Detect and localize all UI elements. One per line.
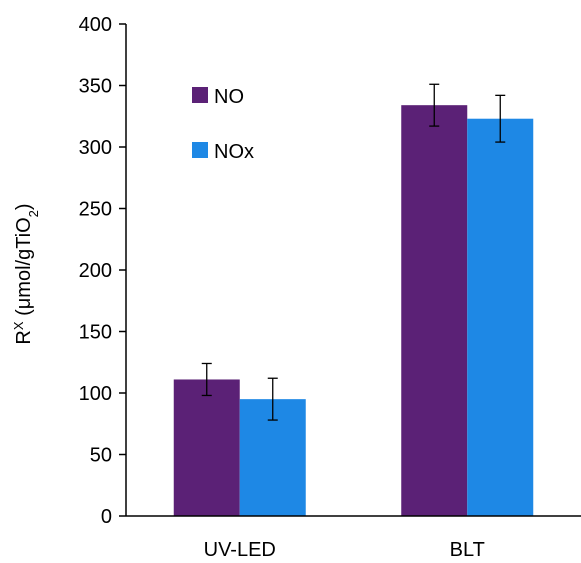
y-tick-label: 300: [79, 137, 112, 159]
legend-swatch-no: [192, 87, 208, 103]
y-tick-label: 150: [79, 322, 112, 344]
x-tick-label: UV-LED: [204, 539, 276, 561]
bars: [173, 105, 534, 517]
x-tick-label: BLT: [450, 539, 485, 561]
y-tick-label: 50: [90, 445, 112, 467]
y-axis-title-middle: (μmol/gTiO: [13, 217, 35, 321]
y-axis-title: RX (μmol/gTiO2): [11, 203, 41, 344]
bar-no-uv-led: [173, 379, 240, 516]
legend-label-no: NO: [214, 86, 244, 108]
y-tick-label: 350: [79, 76, 112, 98]
bar-no-blt: [401, 105, 468, 517]
y-tick-label: 400: [79, 14, 112, 36]
x-axis: UV-LED BLT: [126, 515, 581, 561]
y-tick-label: 250: [79, 199, 112, 221]
y-axis-title-sup: X: [11, 321, 26, 330]
y-axis-title-base: R: [13, 330, 35, 344]
legend-swatch-nox: [192, 142, 208, 158]
y-axis: 0 50 100 150 200 250 300 350 400: [79, 14, 127, 528]
y-tick-label: 100: [79, 383, 112, 405]
y-axis-title-sub: 2: [26, 210, 41, 217]
y-axis-title-end: ): [13, 203, 35, 210]
y-tick-label: 0: [101, 506, 112, 528]
legend: NO NOx: [192, 86, 254, 163]
error-bars: [201, 83, 506, 421]
legend-label-nox: NOx: [214, 141, 254, 163]
bar-nox-blt: [467, 118, 534, 517]
y-tick-label: 200: [79, 260, 112, 282]
